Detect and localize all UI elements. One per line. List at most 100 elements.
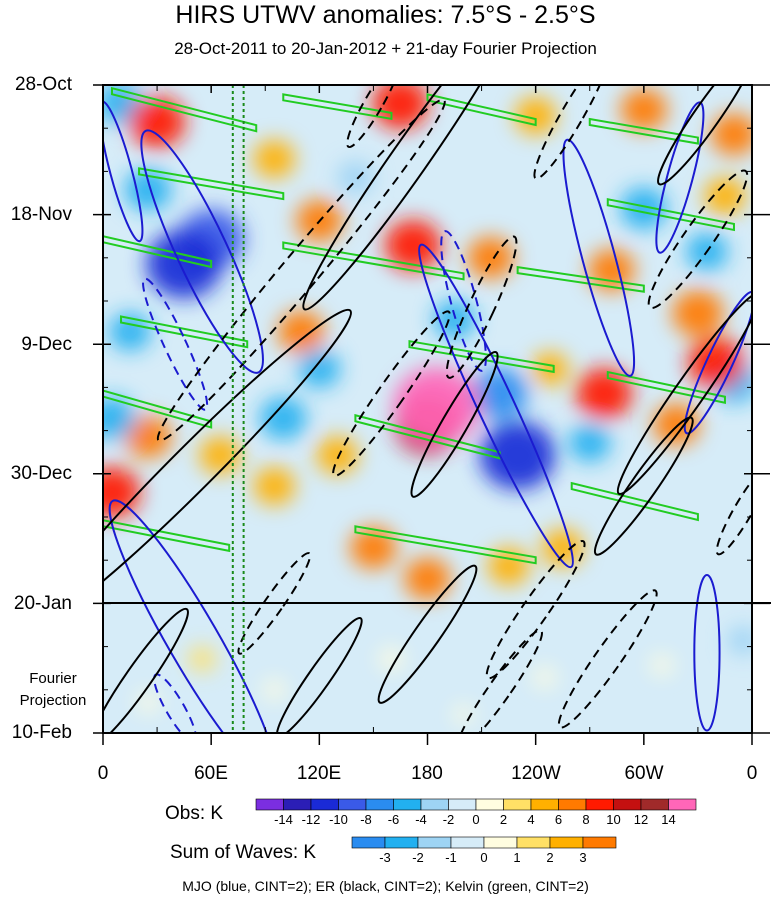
anomaly-blob-40 (384, 219, 442, 272)
obs-colorbar-swatch-11 (558, 798, 587, 811)
obs-colorbar-swatch-6 (420, 798, 449, 811)
kelvin-contour-10 (408, 340, 555, 374)
anomaly-blob-29 (710, 113, 752, 156)
waves-colorbar-label-5: 2 (546, 850, 554, 865)
kelvin-contour-4 (138, 167, 285, 201)
obs-colorbar-swatch-8 (475, 798, 504, 811)
kelvin-contour-13 (354, 413, 501, 460)
obs-colorbar-swatch-2 (310, 798, 339, 811)
anomaly-blob-4 (136, 691, 160, 713)
er-contour-11 (593, 416, 694, 556)
y-tick-label-28oct: 28-Oct (14, 74, 72, 95)
anomaly-blob-18 (298, 349, 341, 388)
obs-colorbar-swatch-10 (530, 798, 559, 811)
waves-colorbar-swatch-4 (483, 836, 518, 849)
anomaly-blob-12 (253, 140, 296, 179)
y-tick-label-30dec: 30-Dec (10, 463, 72, 484)
mjo-contour-1 (103, 100, 144, 243)
obs-colorbar-swatch-13 (613, 798, 642, 811)
er-contour-13 (377, 564, 478, 704)
er-contour-7 (647, 169, 749, 310)
y-tick-label-18nov: 18-Nov (10, 204, 72, 225)
obs-colorbar-swatches (255, 798, 697, 811)
obs-colorbar-swatch-4 (365, 798, 394, 811)
x-tick-label-60e: 60E (194, 763, 228, 784)
kelvin-contour-12 (103, 389, 213, 429)
kelvin-contour-16 (354, 525, 537, 565)
waves-colorbar-swatch-1 (384, 836, 419, 849)
waves-colorbar-label-3: 0 (480, 850, 488, 865)
obs-colorbar-swatch-0 (255, 798, 284, 811)
kelvin-contour-9 (120, 315, 249, 349)
anomaly-blob-28 (404, 557, 451, 600)
anomaly-blob-33 (124, 168, 172, 212)
anomaly-blob-49 (146, 229, 222, 299)
mjo-contour-7 (440, 230, 487, 372)
obs-colorbar-swatch-1 (283, 798, 312, 811)
er-contour-14 (557, 589, 658, 729)
kelvin-contour-1 (282, 93, 393, 121)
obs-colorbar-label-8: 2 (499, 812, 508, 827)
anomaly-blob-13 (514, 96, 557, 135)
anomaly-blob-44 (103, 466, 141, 518)
x-tick-label-120e: 120E (296, 763, 342, 784)
anomaly-blob-30 (467, 236, 514, 279)
obs-colorbar-label-3: -8 (360, 812, 372, 827)
chart-title: HIRS UTWV anomalies: 7.5°S - 2.5°S (175, 1, 596, 29)
waves-colorbar-label-4: 1 (513, 850, 521, 865)
x-tick-label-0-end: 0 (746, 763, 758, 784)
anomaly-blob-16 (704, 177, 746, 216)
er-contour-0 (302, 85, 517, 311)
projection-label: Fourier Projection (19, 670, 87, 709)
obs-colorbar-label-2: -10 (329, 812, 348, 827)
obs-colorbar-swatch-5 (393, 798, 422, 811)
anomaly-blob-2 (533, 667, 556, 688)
anomaly-blob-23 (588, 248, 635, 292)
obs-colorbar-label-1: -12 (301, 812, 321, 827)
mjo-contour-3 (562, 138, 636, 377)
waves-colorbar-label-6: 3 (579, 850, 587, 865)
kelvin-contour-15 (103, 519, 231, 553)
y-tick-label-10feb: 10-Feb (11, 722, 72, 743)
mjo-contour-2 (418, 243, 574, 569)
anomaly-blob-7 (726, 625, 752, 656)
obs-colorbar-label-6: -2 (442, 812, 455, 827)
anomaly-blob-1 (263, 679, 286, 700)
waves-colorbar-label-0: -3 (379, 850, 391, 865)
waves-colorbar-swatch-6 (549, 836, 584, 849)
anomaly-blob-26 (277, 310, 325, 354)
obs-colorbar-title: Obs: K (165, 803, 224, 824)
anomaly-blob-35 (103, 397, 136, 440)
anomaly-blob-14 (199, 436, 242, 475)
waves-colorbar-swatches (351, 836, 617, 849)
waves-colorbar-swatch-0 (351, 836, 386, 849)
anomaly-blob-22 (109, 312, 151, 351)
obs-colorbar-swatch-7 (448, 798, 477, 811)
contour-legend-footer: MJO (blue, CINT=2); ER (black, CINT=2); … (182, 878, 589, 894)
anomaly-blob-50 (479, 420, 556, 490)
obs-colorbar-swatch-15 (668, 798, 697, 811)
mjo-contour-0 (140, 129, 264, 374)
mjo-contour-4 (108, 499, 278, 733)
anomaly-blob-39 (672, 289, 724, 337)
obs-colorbar-label-11: 8 (582, 812, 590, 827)
obs-colorbar-label-5: -4 (415, 812, 427, 827)
kelvin-contour-0 (111, 86, 258, 133)
obs-colorbar-label-4: -6 (387, 812, 400, 827)
er-contour-15 (456, 629, 543, 733)
anomaly-blob-5 (379, 647, 404, 671)
er-contour-17 (346, 85, 401, 149)
obs-colorbar-label-7: 0 (472, 812, 480, 827)
anomaly-blob-9 (336, 160, 374, 195)
waves-colorbar-title: Sum of Waves: K (170, 842, 317, 863)
kelvin-contour-5 (606, 198, 735, 232)
obs-colorbar-label-12: 10 (606, 812, 621, 827)
chart-subtitle: 28-Oct-2011 to 20-Jan-2012 + 21-day Four… (174, 39, 597, 58)
er-contour-2 (103, 308, 352, 627)
waves-colorbar-label-1: -2 (412, 850, 424, 865)
obs-colorbar-label-13: 12 (633, 812, 649, 827)
mjo-contour-6 (683, 291, 752, 435)
x-tick-label-180: 180 (411, 763, 443, 784)
er-contour-3 (445, 235, 518, 379)
waves-colorbar-label-2: -1 (445, 850, 457, 865)
